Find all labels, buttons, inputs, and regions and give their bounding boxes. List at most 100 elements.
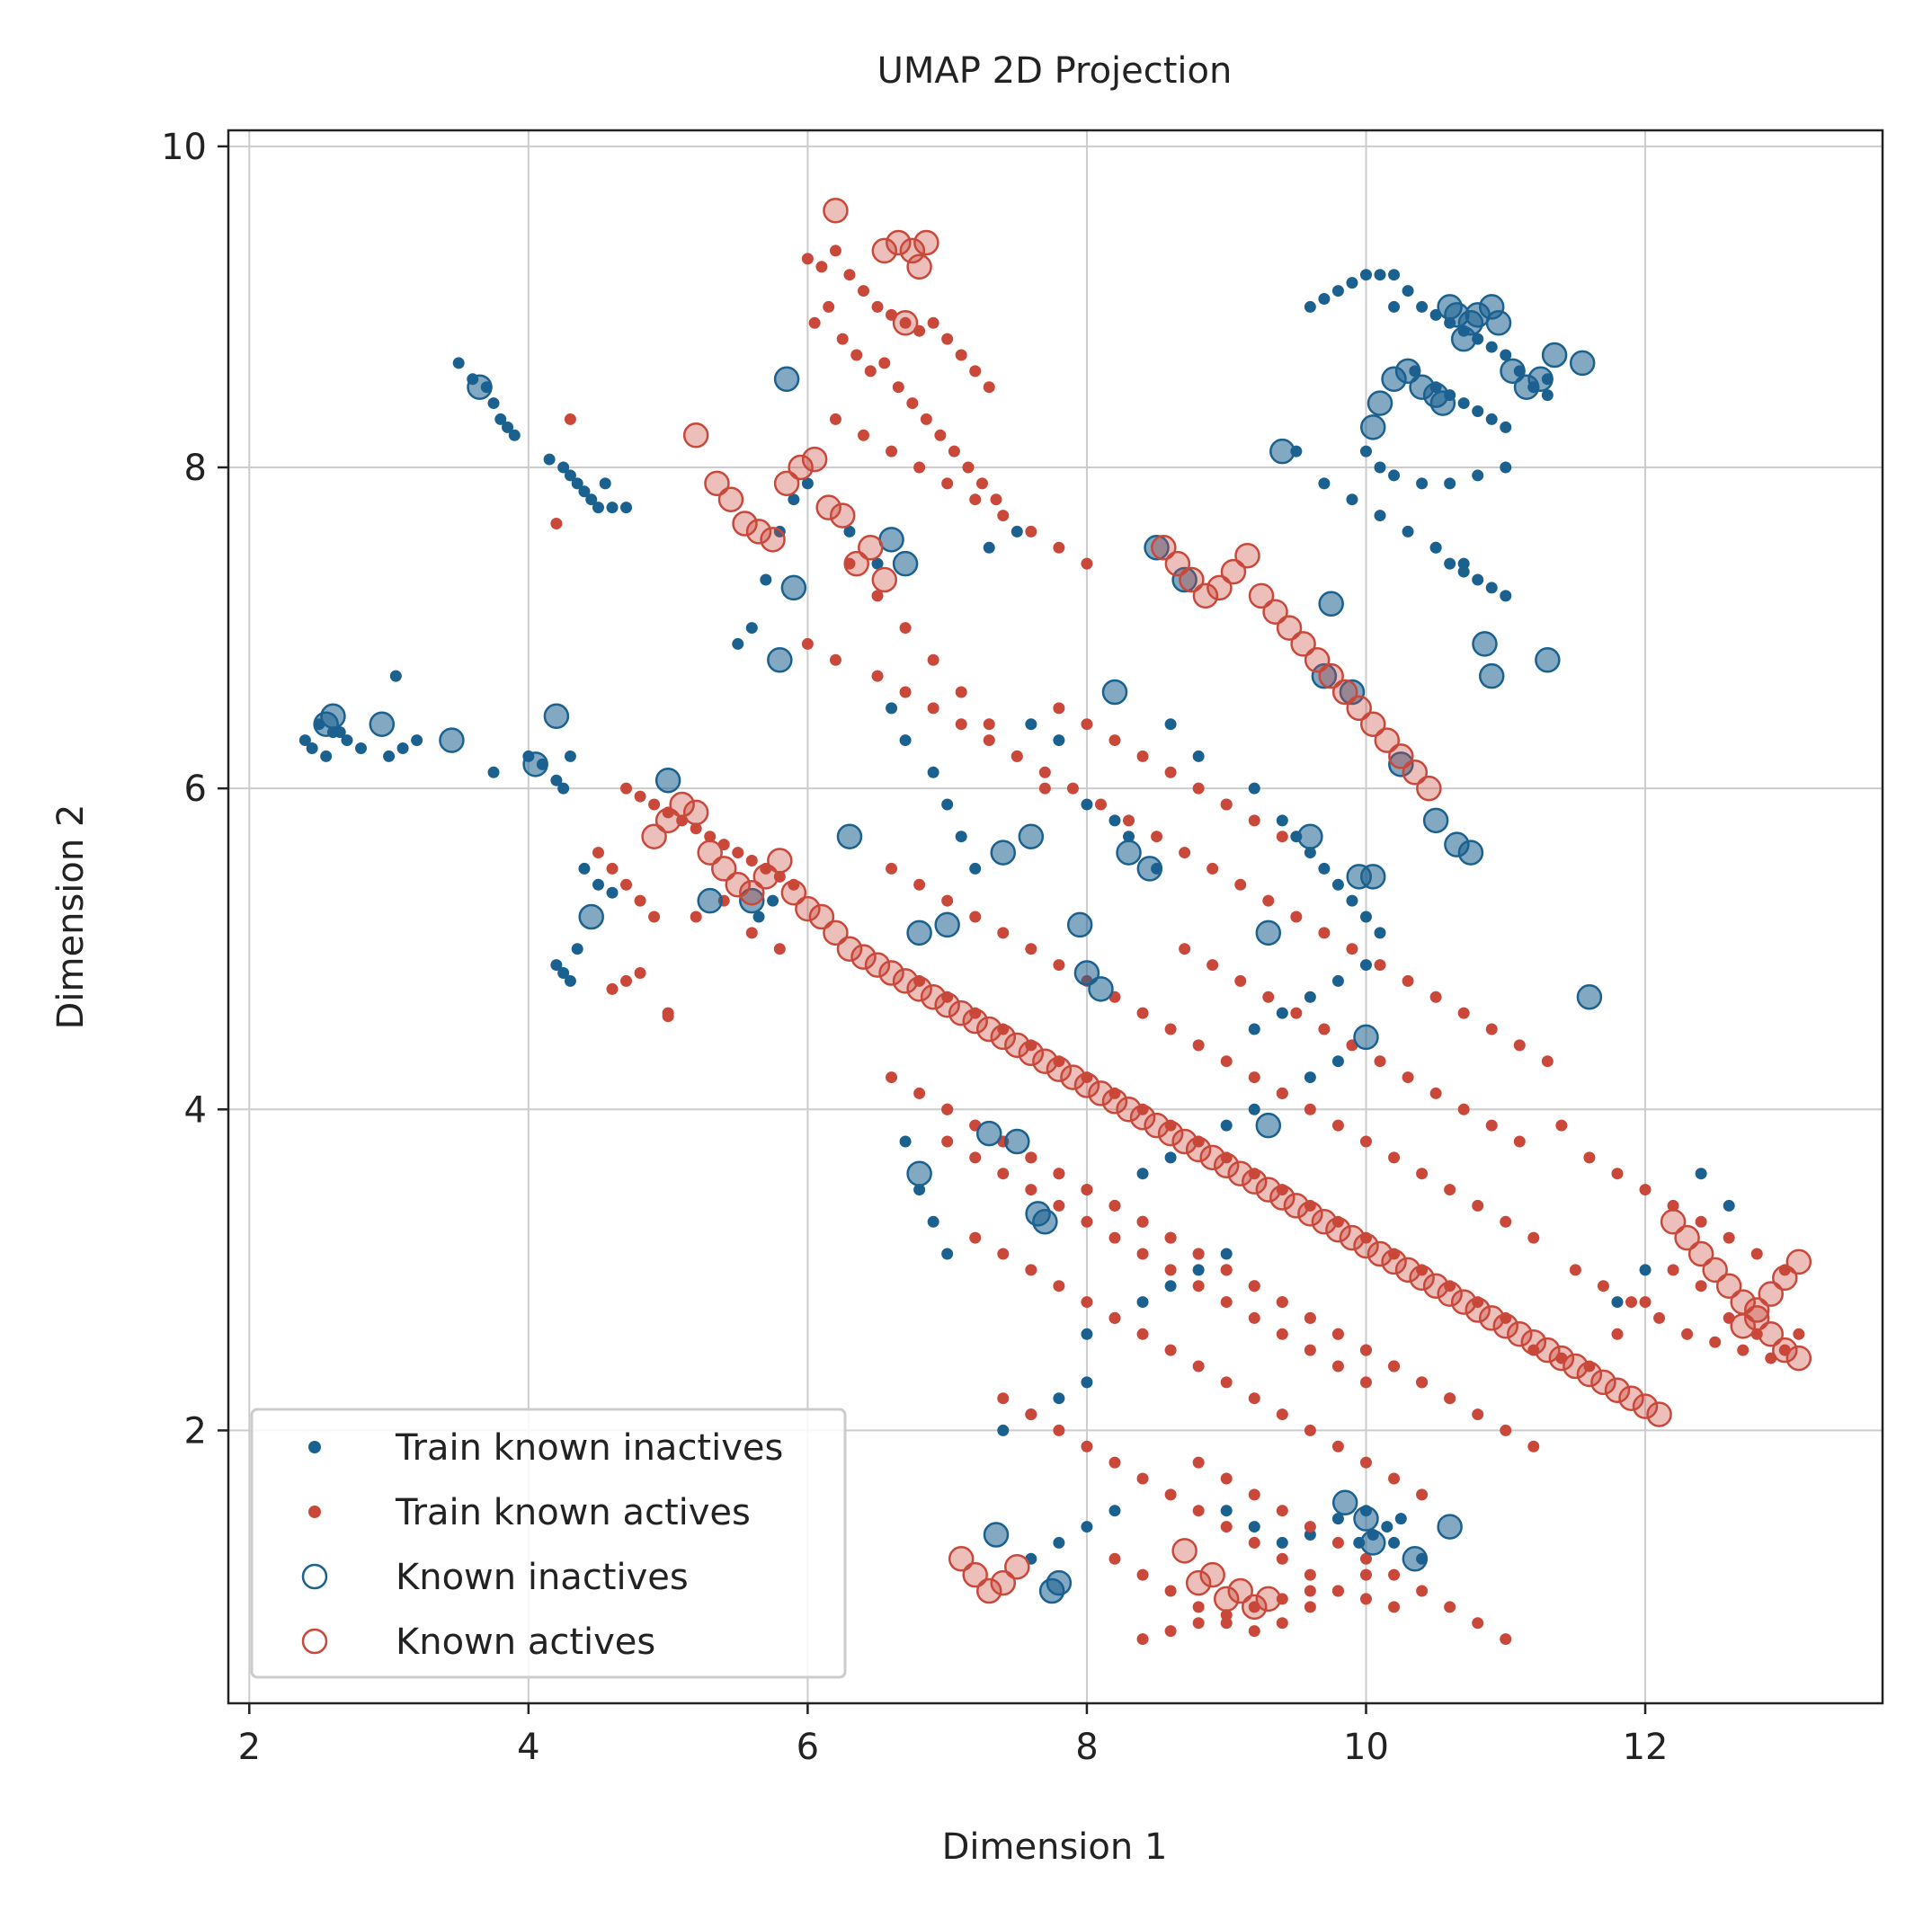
- known-active-point: [1346, 695, 1372, 722]
- train-active-point: [1164, 1264, 1177, 1276]
- train-inactive-point: [752, 911, 765, 923]
- known-active-point: [871, 566, 898, 593]
- train-active-point: [1331, 1360, 1344, 1373]
- train-active-point: [1108, 1552, 1121, 1565]
- train-inactive-point: [1444, 477, 1456, 490]
- train-active-point: [1331, 1585, 1344, 1597]
- train-active-point: [969, 365, 982, 378]
- train-inactive-point: [571, 943, 583, 955]
- known-inactive-point: [975, 1120, 1002, 1147]
- train-inactive-point: [1402, 525, 1414, 537]
- known-active-point: [1437, 1281, 1463, 1307]
- known-active-point: [1394, 1257, 1421, 1284]
- known-active-point: [1492, 1313, 1519, 1339]
- train-active-point: [969, 911, 982, 923]
- known-inactive-point: [1269, 438, 1295, 465]
- known-inactive-point: [1527, 366, 1554, 393]
- known-active-point: [1416, 775, 1442, 802]
- known-active-point: [843, 550, 869, 577]
- known-inactive-point: [1101, 679, 1128, 706]
- known-active-point: [823, 198, 849, 224]
- train-inactive-point: [767, 894, 779, 907]
- train-inactive-point: [1192, 750, 1205, 762]
- known-inactive-point: [1144, 535, 1170, 561]
- known-active-point: [1618, 1385, 1644, 1411]
- train-active-point: [1136, 1568, 1149, 1581]
- train-active-point: [913, 1087, 926, 1099]
- train-active-point: [648, 911, 661, 923]
- known-active-point: [1199, 1144, 1225, 1171]
- train-inactive-point: [913, 1184, 926, 1196]
- train-active-point: [592, 847, 604, 859]
- train-active-point: [1192, 1601, 1205, 1613]
- train-active-point: [1081, 1296, 1093, 1309]
- train-active-point: [1416, 1585, 1429, 1597]
- train-active-point: [850, 349, 863, 361]
- known-inactive-point: [1353, 1506, 1379, 1532]
- x-tick-label: 8: [1075, 1727, 1098, 1768]
- train-active-point: [962, 461, 975, 474]
- train-inactive-point: [599, 477, 611, 490]
- known-active-point: [732, 511, 758, 537]
- train-active-point: [1192, 1039, 1205, 1052]
- train-inactive-point: [1485, 582, 1498, 594]
- train-active-point: [1318, 927, 1331, 939]
- known-inactive-point: [1472, 631, 1498, 657]
- train-inactive-point: [620, 502, 633, 514]
- train-active-point: [920, 413, 932, 425]
- train-active-point: [745, 855, 758, 866]
- train-active-point: [704, 831, 717, 843]
- train-inactive-point: [1248, 782, 1260, 795]
- train-inactive-point: [396, 742, 409, 754]
- train-inactive-point: [899, 1135, 912, 1148]
- train-inactive-point: [843, 525, 856, 537]
- known-inactive-point: [1500, 358, 1526, 385]
- train-active-point: [886, 862, 898, 875]
- train-active-point: [1220, 798, 1233, 811]
- known-active-point: [962, 1008, 988, 1035]
- x-axis-label: Dimension 1: [942, 1826, 1168, 1868]
- train-inactive-point: [1025, 718, 1037, 731]
- train-active-point: [829, 413, 841, 425]
- known-active-point: [1242, 1594, 1268, 1621]
- known-inactive-point: [1402, 1546, 1429, 1572]
- known-active-point: [697, 840, 723, 866]
- known-inactive-point: [1004, 1128, 1030, 1155]
- known-active-point: [1465, 1297, 1491, 1323]
- train-active-point: [997, 1392, 1010, 1405]
- train-active-point: [1569, 1264, 1581, 1276]
- known-active-point: [1744, 1297, 1770, 1323]
- train-active-point: [1359, 1593, 1372, 1605]
- known-active-point: [1409, 1265, 1435, 1292]
- train-active-point: [934, 429, 947, 441]
- train-active-point: [1444, 1184, 1456, 1196]
- y-tick-label: 4: [184, 1089, 207, 1131]
- known-active-point: [1772, 1337, 1798, 1364]
- train-inactive-point: [1220, 1119, 1233, 1132]
- train-inactive-point: [1220, 1248, 1233, 1260]
- train-active-point: [745, 927, 758, 939]
- train-inactive-point: [1359, 911, 1372, 923]
- train-inactive-point: [1248, 1103, 1260, 1115]
- legend-box: [250, 1408, 847, 1679]
- train-active-point: [1304, 1311, 1316, 1324]
- train-active-point: [1695, 1280, 1707, 1293]
- known-active-point: [975, 1577, 1002, 1604]
- known-active-point: [654, 807, 681, 834]
- train-inactive-point: [941, 798, 954, 811]
- train-active-point: [550, 518, 563, 529]
- train-active-point: [1053, 702, 1065, 715]
- train-inactive-point: [1472, 469, 1484, 482]
- known-active-point: [892, 968, 919, 994]
- train-active-point: [1220, 1376, 1233, 1389]
- known-inactive-point: [1388, 751, 1414, 777]
- known-active-point: [1227, 1577, 1253, 1604]
- known-active-point: [1157, 1120, 1184, 1147]
- train-active-point: [1472, 1199, 1484, 1212]
- train-inactive-point: [1374, 269, 1386, 281]
- known-active-point: [1248, 582, 1275, 609]
- known-active-point: [808, 903, 835, 930]
- train-active-point: [1164, 766, 1177, 778]
- train-active-point: [1500, 1215, 1512, 1228]
- train-active-point: [948, 445, 960, 458]
